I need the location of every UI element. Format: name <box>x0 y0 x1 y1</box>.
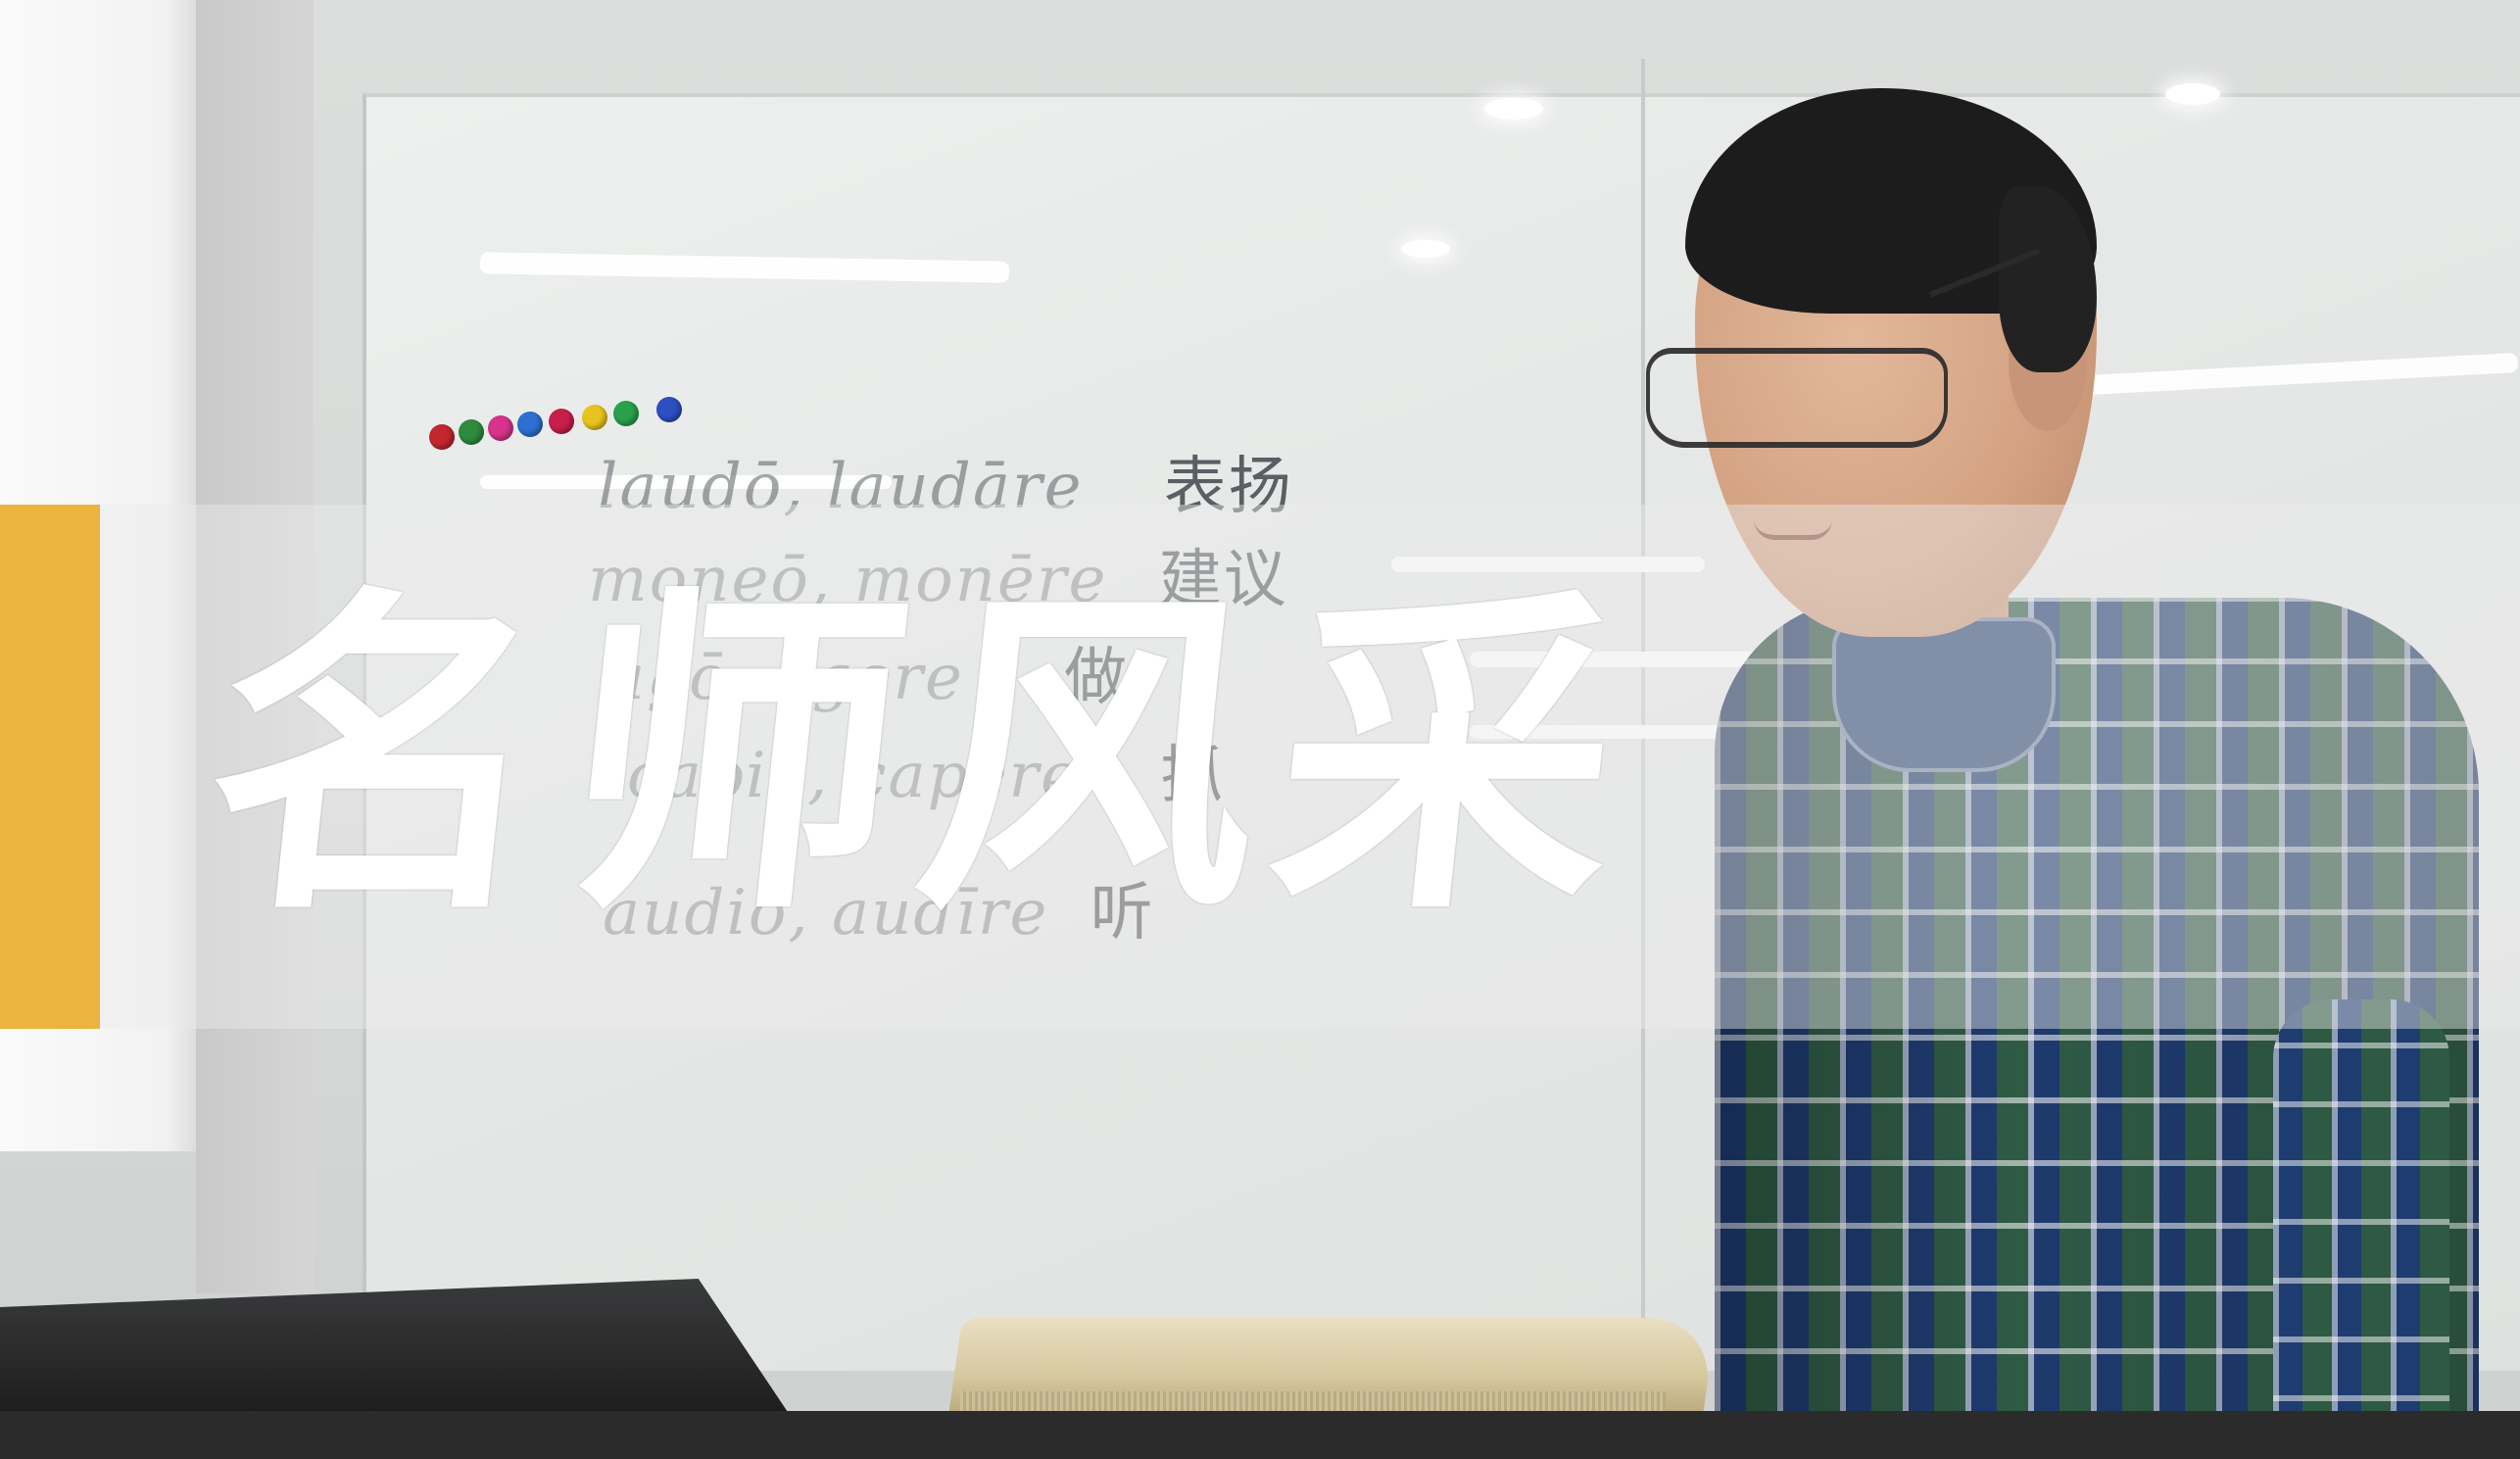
projector-frame <box>196 0 314 1293</box>
light-reflection <box>1391 557 1705 572</box>
monitor <box>0 1279 794 1421</box>
handwriting-line: capiō, capere 抓 <box>627 740 1226 812</box>
ceiling-lamp <box>2165 83 2220 105</box>
magnet <box>459 419 484 445</box>
magnet <box>582 405 607 430</box>
headline-title: 名师风采 <box>189 562 1655 955</box>
handwriting-line: agō, agere 做 <box>607 642 1130 714</box>
handwriting-line: audiō, audīre 听 <box>603 877 1155 949</box>
magnet <box>517 412 543 437</box>
light-reflection <box>1470 725 1783 739</box>
arm <box>2273 999 2449 1459</box>
handwriting-line: laudō, laudāre 表扬 <box>598 451 1293 523</box>
smile <box>1754 519 1832 540</box>
handwriting-line: moneō, monēre 建议 <box>588 544 1288 616</box>
ceiling-lamp <box>1484 98 1543 120</box>
ceiling-lamp <box>1401 240 1450 258</box>
glasses <box>1646 348 1948 448</box>
magnet <box>488 415 513 441</box>
podium <box>0 1411 2520 1459</box>
accent-block <box>0 505 100 1029</box>
light-reflection <box>480 475 892 489</box>
magnet <box>613 401 639 426</box>
banner-strip <box>0 505 2520 1029</box>
magnet <box>549 409 574 434</box>
light-reflection <box>1470 652 1793 667</box>
magnet <box>656 397 682 422</box>
teacher <box>1626 69 2520 1459</box>
magnet <box>429 424 455 450</box>
